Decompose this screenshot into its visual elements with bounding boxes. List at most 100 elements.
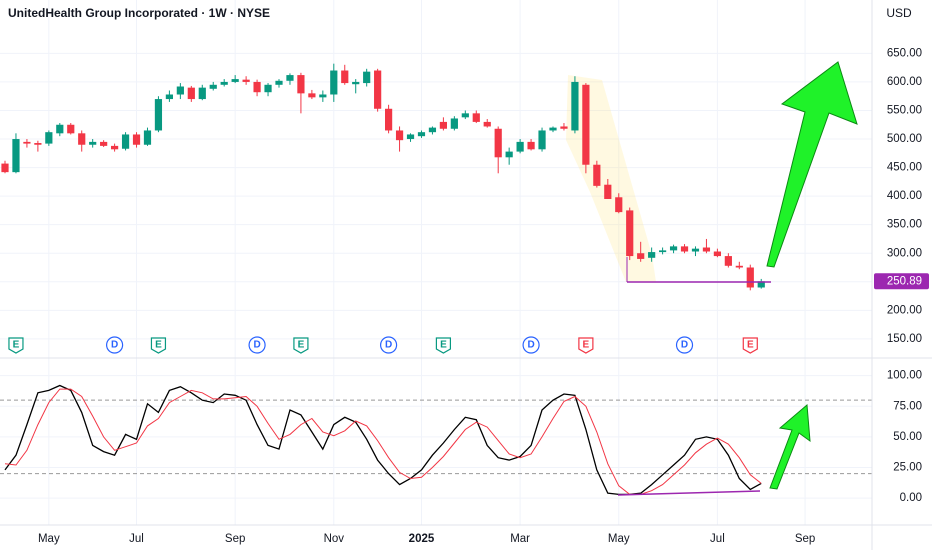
candle-body	[746, 267, 754, 288]
candle-body	[275, 80, 283, 85]
candle-body	[242, 79, 250, 82]
candle-body	[121, 134, 130, 149]
candle-body	[637, 253, 645, 259]
candle-body	[483, 121, 491, 127]
candle-body	[330, 70, 338, 95]
candle-body	[67, 124, 75, 134]
candle-body	[615, 197, 623, 213]
candle-body	[691, 248, 700, 252]
event-marker	[150, 337, 167, 354]
candle-body	[165, 94, 173, 100]
candle-body	[374, 70, 382, 109]
candle-body	[352, 81, 360, 85]
event-label: D	[253, 340, 260, 351]
y-tick-label: 600.00	[887, 76, 922, 88]
x-tick-label: Jul	[710, 533, 725, 545]
event-marker	[675, 336, 694, 354]
y-tick-label: 300.00	[887, 247, 922, 259]
candle-body	[406, 134, 415, 140]
event-marker	[380, 336, 398, 354]
event-label: E	[155, 340, 162, 351]
candle-body	[582, 84, 590, 165]
candle-body	[439, 121, 447, 129]
candle-body	[231, 79, 239, 82]
candle-body	[176, 86, 184, 95]
candle-body	[669, 246, 678, 251]
x-tick-label: May	[608, 533, 630, 545]
last-price-label: 250.89	[887, 275, 922, 287]
candle-body	[428, 127, 437, 133]
candle-body	[45, 132, 53, 144]
event-label: D	[527, 340, 534, 351]
candle-body	[154, 99, 163, 131]
candle-body	[395, 130, 404, 141]
candle-body	[724, 256, 732, 266]
event-label: E	[583, 340, 590, 351]
y-tick-label: 650.00	[887, 47, 922, 59]
candle-body	[494, 128, 502, 158]
x-tick-label: Jul	[129, 533, 144, 545]
candle-body	[209, 84, 217, 89]
candle-body	[34, 143, 42, 145]
candle-body	[659, 250, 667, 253]
marks	[1, 63, 765, 496]
candle-body	[100, 141, 108, 146]
y-tick-label: 25.00	[893, 462, 922, 474]
arrow	[769, 403, 811, 490]
y-tick-label: 400.00	[887, 190, 922, 202]
candle-body	[385, 108, 393, 131]
event-marker	[293, 337, 309, 354]
y-tick-label: 0.00	[900, 492, 922, 504]
event-marker	[8, 337, 24, 354]
candle-body	[132, 134, 141, 145]
candle-body	[143, 130, 152, 145]
candle-body	[593, 164, 601, 186]
candle-body	[461, 113, 469, 118]
candle-body	[363, 71, 371, 84]
y-tick-label: 550.00	[887, 105, 922, 117]
event-label: E	[747, 340, 754, 351]
candle-body	[417, 132, 426, 137]
event-label: E	[440, 340, 447, 351]
candle-body	[702, 247, 711, 252]
event-marker	[522, 336, 540, 354]
candle-body	[713, 251, 721, 257]
candle-body	[220, 81, 228, 85]
y-tick-label: 50.00	[893, 431, 922, 443]
candle-body	[12, 139, 20, 173]
y-tick-label: 100.00	[887, 370, 922, 382]
event-marker	[578, 337, 594, 354]
candle-body	[626, 210, 634, 257]
candle-body	[286, 75, 294, 81]
candle-body	[187, 87, 195, 100]
candle-body	[297, 75, 305, 94]
candle-body	[198, 87, 206, 100]
event-marker	[435, 337, 451, 354]
y-tick-label: 200.00	[887, 304, 922, 316]
candle-body	[604, 184, 612, 199]
candle-body	[78, 133, 86, 145]
candle-body	[538, 130, 546, 150]
x-tick-label: Sep	[225, 533, 245, 545]
candle-body	[472, 113, 480, 122]
candle-body	[89, 141, 97, 145]
event-marker	[105, 336, 124, 354]
candle-body	[319, 94, 327, 98]
y-tick-label: 450.00	[887, 162, 922, 174]
event-marker	[742, 337, 758, 354]
last-price-box	[874, 273, 929, 290]
candle-body	[23, 141, 31, 144]
arrow	[766, 61, 858, 268]
y-tick-label: 500.00	[887, 133, 922, 145]
candle-body	[111, 145, 119, 150]
candle-body	[1, 163, 9, 173]
y-tick-label: 350.00	[887, 219, 922, 231]
candle-body	[450, 118, 458, 129]
candle-body	[680, 246, 689, 252]
drawing-line	[617, 490, 761, 496]
event-label: D	[385, 340, 392, 351]
x-tick-label: Sep	[795, 533, 815, 545]
axis-label: USD	[886, 6, 912, 20]
